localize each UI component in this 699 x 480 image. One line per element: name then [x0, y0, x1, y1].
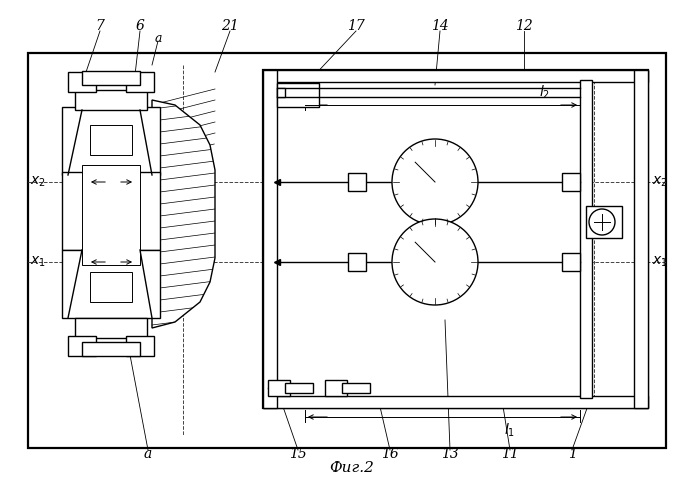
Text: a: a: [144, 447, 152, 461]
Bar: [68, 336, 96, 356]
Text: 1: 1: [568, 447, 577, 461]
Text: 7: 7: [96, 19, 104, 33]
Bar: [82, 71, 140, 85]
Bar: [342, 383, 370, 393]
Text: $x_2$: $x_2$: [30, 175, 46, 189]
Text: $l_2$: $l_2$: [540, 84, 551, 101]
Bar: [126, 336, 154, 356]
Bar: [285, 383, 313, 393]
Bar: [586, 206, 622, 238]
Bar: [634, 70, 648, 408]
Text: Фиг.2: Фиг.2: [329, 461, 375, 475]
Circle shape: [392, 219, 478, 305]
Text: 13: 13: [441, 447, 459, 461]
Bar: [75, 90, 147, 110]
Bar: [126, 72, 154, 92]
Bar: [277, 88, 285, 97]
Bar: [562, 173, 580, 191]
Bar: [90, 272, 132, 302]
Text: $l_1$: $l_1$: [505, 421, 516, 439]
Bar: [348, 173, 366, 191]
Bar: [263, 70, 648, 408]
Bar: [62, 250, 160, 318]
Bar: [28, 53, 666, 448]
Text: 14: 14: [431, 19, 449, 33]
Text: $x_2$: $x_2$: [652, 175, 668, 189]
Bar: [263, 396, 648, 408]
Bar: [62, 172, 160, 250]
Bar: [325, 380, 347, 396]
Text: 6: 6: [136, 19, 145, 33]
Bar: [348, 253, 366, 271]
Bar: [90, 125, 132, 155]
Bar: [277, 83, 319, 107]
Bar: [75, 318, 147, 338]
Bar: [62, 107, 160, 175]
Text: $x_1$: $x_1$: [30, 255, 46, 269]
Bar: [263, 70, 648, 82]
Text: 12: 12: [515, 19, 533, 33]
Bar: [68, 72, 96, 92]
Bar: [263, 70, 277, 408]
Polygon shape: [152, 100, 215, 328]
Circle shape: [589, 209, 615, 235]
Text: 15: 15: [289, 447, 307, 461]
Text: 21: 21: [221, 19, 239, 33]
Bar: [562, 253, 580, 271]
Bar: [82, 342, 140, 356]
Text: 17: 17: [347, 19, 365, 33]
Text: a: a: [154, 32, 161, 45]
Text: 11: 11: [501, 447, 519, 461]
Bar: [268, 380, 290, 396]
Circle shape: [392, 139, 478, 225]
Bar: [580, 80, 592, 398]
Bar: [82, 165, 140, 265]
Text: $x_1$: $x_1$: [652, 255, 668, 269]
Text: 16: 16: [381, 447, 399, 461]
